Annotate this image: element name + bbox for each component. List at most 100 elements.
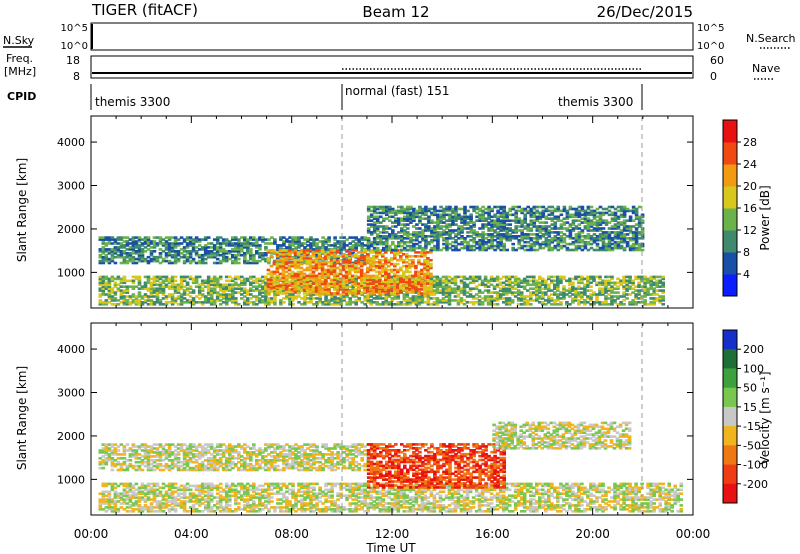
heatmap-cell [308,282,313,285]
heatmap-cell [353,255,358,258]
heatmap-cell [356,286,361,289]
heatmap-cell [354,238,358,241]
heatmap-cell [598,217,603,220]
heatmap-cell [589,209,594,213]
heatmap-cell [604,291,608,294]
heatmap-cell [330,295,334,298]
heatmap-cell [487,235,491,238]
heatmap-cell [424,244,428,248]
heatmap-cell [417,262,421,266]
heatmap-cell [529,223,534,226]
heatmap-cell [532,244,537,248]
heatmap-cell [167,253,172,257]
heatmap-cell [188,275,193,279]
heatmap-cell [439,233,443,236]
heatmap-cell [113,252,118,255]
heatmap-cell [405,278,409,282]
heatmap-cell [460,229,464,232]
nave-tick-high: 60 [710,54,724,67]
heatmap-cell [418,207,422,211]
heatmap-cell [495,285,500,288]
heatmap-cell [362,257,367,260]
heatmap-cell [215,248,220,251]
heatmap-cell [595,225,600,228]
heatmap-cell [312,240,316,243]
heatmap-cell [610,205,615,209]
heatmap-cell [492,303,497,306]
heatmap-cell [391,242,395,246]
heatmap-cell [414,301,419,304]
heatmap-cell [481,240,485,244]
heatmap-cell [218,295,223,298]
heatmap-cell [212,291,217,294]
heatmap-cell [302,286,307,289]
heatmap-cell [338,258,343,262]
heatmap-cell [182,261,187,265]
heatmap-cell [412,231,416,234]
heatmap-cell [324,295,328,298]
heatmap-cell [550,293,554,296]
heatmap-cell [493,221,497,224]
heatmap-cell [122,257,127,261]
heatmap-cell [261,257,265,261]
heatmap-cell [365,290,370,293]
heatmap-cell [403,223,407,226]
heatmap-cell [110,486,115,490]
heatmap-cell [369,225,374,228]
heatmap-cell [107,301,112,304]
heatmap-cell [507,277,512,281]
heatmap-cell [215,253,220,257]
heatmap-cell [278,262,283,266]
heatmap-cell [589,219,594,222]
heatmap-cell [396,290,400,293]
heatmap-cell [424,246,428,250]
heatmap-cell [249,275,253,279]
heatmap-cell [652,283,656,287]
heatmap-cell [501,291,506,294]
heatmap-cell [356,266,361,270]
heatmap-cell [559,240,564,244]
heatmap-cell [429,277,434,281]
heatmap-cell [231,253,235,257]
heatmap-cell [285,295,289,298]
heatmap-cell [375,237,380,240]
heatmap-cell [628,277,632,281]
heatmap-cell [513,295,518,298]
heatmap-cell [281,270,286,274]
heatmap-cell [344,286,349,289]
heatmap-cell [128,285,133,288]
heatmap-cell [565,246,570,250]
colorbar-tick-label: 8 [743,246,750,259]
heatmap-cell [252,257,256,261]
heatmap-cell [149,299,154,302]
heatmap-cell [342,248,346,251]
heatmap-cell [610,238,615,242]
heatmap-cell [372,240,377,244]
heatmap-cell [374,260,379,264]
heatmap-cell [320,260,325,264]
heatmap-cell [532,248,537,252]
heatmap-cell [333,301,337,304]
heatmap-cell [347,278,352,282]
heatmap-cell [382,217,386,220]
heatmap-cell [215,236,220,239]
heatmap-cell [622,275,626,279]
heatmap-cell [505,223,509,226]
freq-panel: Freq. [MHz] 18 8 60 0 Nave [4,52,780,83]
heatmap-cell [535,248,540,252]
heatmap-cell [544,233,549,236]
heatmap-cell [366,207,371,211]
heatmap-cell [329,268,334,272]
heatmap-cell [221,297,226,300]
heatmap-cell [228,242,232,245]
heatmap-cell [484,237,488,240]
heatmap-cell [622,215,627,219]
heatmap-cell [478,227,482,230]
heatmap-cell [246,297,250,300]
heatmap-cell [348,246,352,249]
heatmap-cell [622,205,627,209]
heatmap-cell [191,238,196,241]
heatmap-cell [173,253,178,257]
heatmap-cell [324,240,328,243]
heatmap-cell [344,255,349,258]
